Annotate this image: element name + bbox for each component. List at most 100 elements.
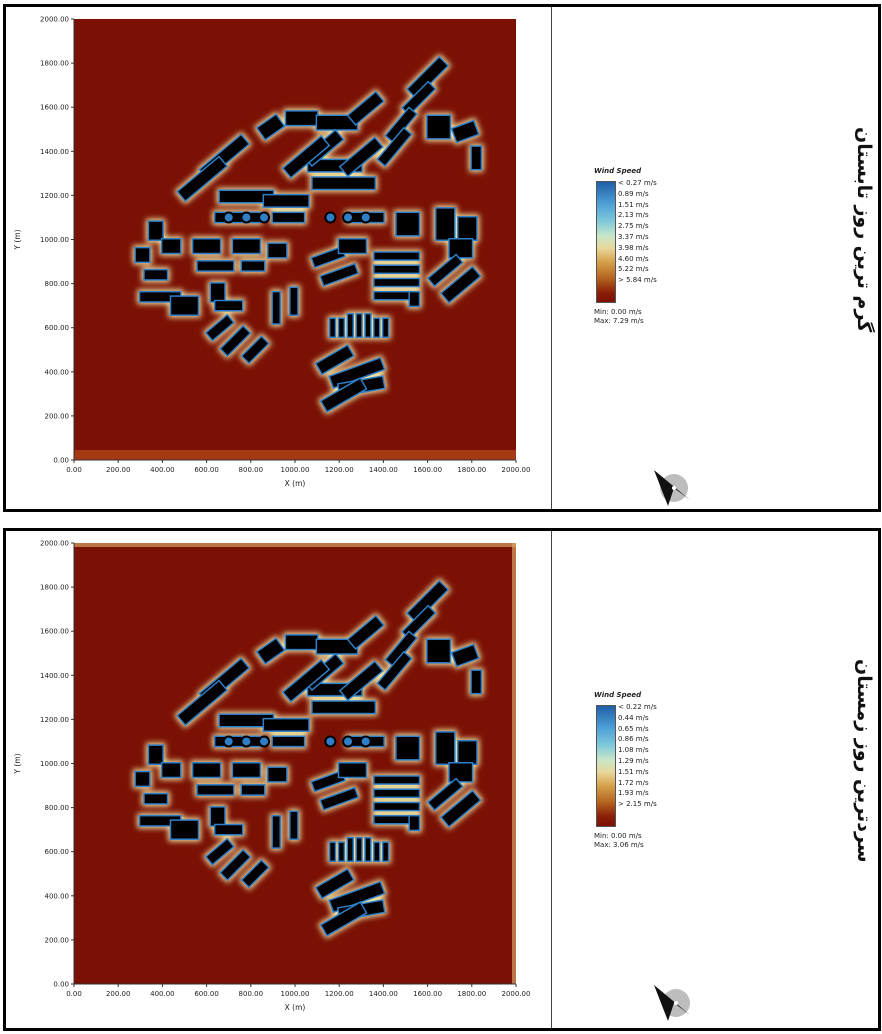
building: [374, 789, 419, 797]
building: [339, 763, 366, 777]
legend-title: Wind Speed: [594, 691, 642, 699]
building: [403, 82, 435, 115]
y-tick-label: 0.00: [53, 981, 69, 989]
building: [272, 213, 304, 222]
building: [330, 358, 384, 388]
building: [452, 121, 478, 142]
building: [403, 606, 435, 639]
building: [257, 639, 284, 663]
wind-speed-map-summer: 0.00 200.00 400.00 600.00 800.00 1000.00 1200.…: [13, 16, 530, 489]
y-axis-label: Y (m): [13, 229, 22, 250]
building: [428, 255, 462, 286]
building: [386, 632, 416, 666]
x-tick-label: 1200.00: [325, 466, 354, 474]
legend-winter: Wind Speed < 0.22 m/s 0.44 m/s 0.65 m/s …: [594, 691, 657, 850]
building: [272, 737, 304, 746]
legend-level: 2.75 m/s: [618, 222, 649, 231]
building: [233, 239, 260, 253]
ring-building: [240, 211, 253, 224]
building: [197, 261, 234, 271]
building: [449, 763, 472, 782]
building: [317, 640, 357, 654]
panel-title-winter: سردترین روز زمستان: [853, 659, 875, 863]
y-tick-label: 400.00: [45, 892, 70, 900]
building: [171, 296, 198, 315]
building: [428, 779, 462, 810]
legend-level: 3.98 m/s: [618, 243, 649, 252]
building: [374, 803, 419, 810]
x-tick-label: 600.00: [194, 466, 219, 474]
legend-level: 5.22 m/s: [618, 265, 649, 274]
y-tick-label: 1600.00: [40, 628, 69, 636]
building: [135, 772, 150, 786]
legend-level: 0.44 m/s: [618, 713, 649, 722]
legend-level: 1.51 m/s: [618, 767, 649, 776]
building: [242, 861, 268, 887]
x-tick-label: 1600.00: [413, 466, 442, 474]
building: [340, 662, 382, 700]
building: [215, 213, 260, 222]
building: [378, 128, 411, 165]
legend-level: 0.86 m/s: [618, 735, 649, 744]
building: [348, 314, 353, 337]
building: [348, 616, 383, 648]
building: [140, 292, 181, 302]
panel-title-summer: گرم ترین روز تابستان: [853, 127, 875, 333]
building: [215, 825, 242, 835]
legend-level: 1.93 m/s: [618, 789, 649, 798]
building: [206, 839, 233, 864]
north-arrow-icon: [654, 985, 690, 1021]
building: [312, 247, 345, 267]
building: [242, 337, 268, 363]
x-tick-label: 800.00: [239, 990, 264, 998]
ring-building: [258, 211, 271, 224]
building: [330, 318, 335, 337]
y-tick-label: 2000.00: [40, 16, 69, 24]
building: [409, 292, 419, 306]
x-tick-label: 1400.00: [369, 990, 398, 998]
building: [427, 640, 450, 663]
building: [441, 791, 480, 826]
x-tick-label: 1600.00: [413, 990, 442, 998]
building: [241, 785, 265, 795]
x-tick-label: 0.00: [66, 990, 82, 998]
y-tick-label: 2000.00: [40, 540, 69, 548]
winter-panel: 0.00 200.00 400.00 600.00 800.00 1000.00 1200.…: [3, 528, 881, 1031]
building: [348, 92, 383, 124]
y-tick-label: 200.00: [45, 412, 70, 420]
building: [233, 763, 260, 777]
legend-summer: Wind Speed < 0.27 m/s 0.89 m/s 1.51 m/s …: [594, 167, 657, 326]
building: [317, 116, 357, 130]
building: [374, 252, 419, 260]
building: [348, 838, 353, 861]
building: [458, 741, 477, 764]
y-tick-label: 1000.00: [40, 236, 69, 244]
building: [149, 221, 163, 240]
building: [340, 138, 382, 176]
building: [221, 326, 250, 355]
building: [374, 842, 379, 861]
building: [286, 635, 318, 649]
building: [365, 838, 371, 861]
building: [356, 314, 362, 337]
ring-building: [359, 735, 372, 748]
building: [374, 776, 419, 784]
panel-divider: [551, 7, 552, 509]
y-tick-label: 1000.00: [40, 760, 69, 768]
building: [221, 850, 250, 879]
building: [283, 660, 329, 701]
y-tick-label: 400.00: [45, 368, 70, 376]
building: [374, 816, 410, 824]
building: [286, 111, 318, 125]
x-tick-label: 2000.00: [502, 990, 531, 998]
x-tick-label: 400.00: [150, 466, 175, 474]
building: [211, 807, 225, 826]
building: [178, 157, 227, 201]
y-tick-label: 600.00: [45, 848, 70, 856]
color-scale-bar: [596, 705, 616, 827]
ring-building: [222, 211, 235, 224]
building: [365, 314, 371, 337]
legend-level: 4.60 m/s: [618, 254, 649, 263]
legend-level: 3.37 m/s: [618, 232, 649, 241]
building: [356, 838, 362, 861]
